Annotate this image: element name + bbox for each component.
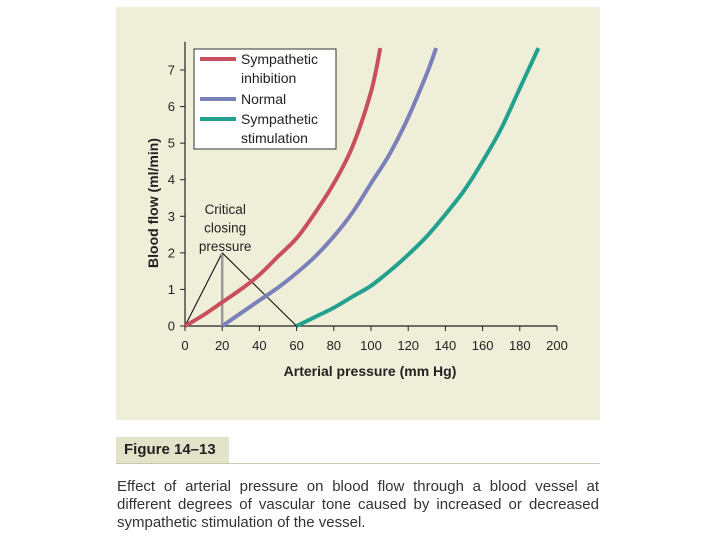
figure-caption: Effect of arterial pressure on blood flo… <box>117 478 599 531</box>
y-tick-label: 0 <box>168 319 175 334</box>
y-tick-label: 4 <box>168 172 175 187</box>
x-tick-label: 80 <box>327 338 341 353</box>
series-line-normal <box>221 47 438 328</box>
x-axis-title: Arterial pressure (mm Hg) <box>284 363 457 379</box>
y-tick-label: 3 <box>168 209 175 224</box>
plot-area: 0 20 40 60 80 100 120 140 160 180 200 0 1 2 3 4 5 6 7 Criti… <box>168 41 568 353</box>
x-tick-label: 0 <box>181 338 188 353</box>
y-axis-title: Blood flow (ml/min) <box>145 138 161 268</box>
annotation-text: pressure <box>199 239 252 254</box>
series-line-sympathetic-stimulation <box>295 47 541 328</box>
y-tick-label: 2 <box>168 245 175 260</box>
x-tick-label: 60 <box>289 338 303 353</box>
figure-label: Figure 14–13 <box>124 441 216 458</box>
annotation-leader-line <box>184 252 223 327</box>
x-tick-label: 40 <box>252 338 266 353</box>
series-line-sympathetic-inhibition <box>183 47 383 328</box>
legend-label: inhibition <box>241 70 296 86</box>
x-tick-label: 180 <box>509 338 531 353</box>
figure-divider <box>116 463 600 464</box>
y-tick-label: 5 <box>168 136 175 151</box>
legend-label: Normal <box>241 91 286 107</box>
figure-label-tab <box>116 437 229 463</box>
legend-label: Sympathetic <box>241 111 318 127</box>
x-tick-label: 140 <box>435 338 457 353</box>
legend-label: Sympathetic <box>241 51 318 67</box>
annotation-text: closing <box>204 221 246 236</box>
x-tick-label: 160 <box>472 338 494 353</box>
legend: Sympathetic inhibition Normal Sympathetic st… <box>193 48 337 150</box>
y-tick-label: 1 <box>168 282 175 297</box>
annotation-leader-line <box>221 252 297 327</box>
y-tick-label: 6 <box>168 99 175 114</box>
x-tick-label: 120 <box>397 338 419 353</box>
x-tick-label: 20 <box>215 338 229 353</box>
blood-flow-chart: 0 20 40 60 80 100 120 140 160 180 200 0 1 2 3 4 5 6 7 Criti… <box>145 41 568 379</box>
legend-label: stimulation <box>241 130 308 146</box>
annotation-text: Critical <box>205 202 246 217</box>
x-tick-label: 200 <box>546 338 568 353</box>
y-tick-label: 7 <box>168 63 175 78</box>
x-tick-label: 100 <box>360 338 382 353</box>
